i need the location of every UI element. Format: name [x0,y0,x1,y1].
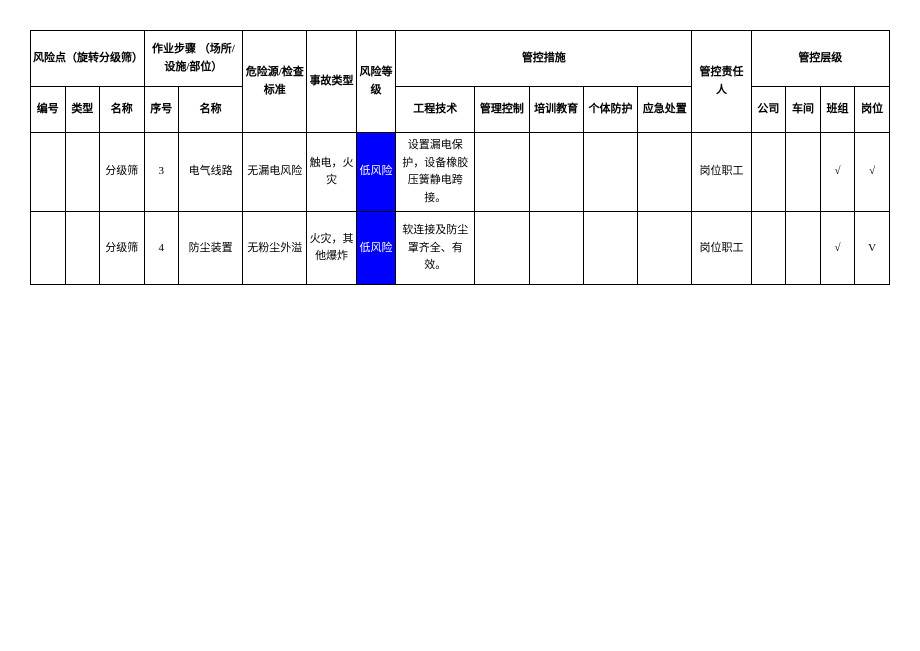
cell-team: √ [820,133,855,212]
cell-emerg [638,133,692,212]
header-risk-level: 风险等级 [356,31,395,133]
cell-eng: 设置漏电保护，设备橡胶压簧静电跨接。 [396,133,475,212]
cell-post: √ [855,133,890,212]
cell-ppe [583,133,637,212]
cell-step-name: 防尘装置 [179,212,243,285]
header-hazard: 危险源/检查标准 [243,31,307,133]
header-person: 管控责任人 [692,31,751,133]
cell-eng: 软连接及防尘罩齐全、有效。 [396,212,475,285]
header-accident: 事故类型 [307,31,356,133]
cell-post: V [855,212,890,285]
cell-team: √ [820,212,855,285]
cell-mgmt [475,133,529,212]
cell-accident: 火灾，其他爆炸 [307,212,356,285]
header-type: 类型 [65,87,100,133]
header-no: 编号 [31,87,66,133]
cell-emerg [638,212,692,285]
cell-train [529,212,583,285]
header-company: 公司 [751,87,786,133]
header-mgmt: 管理控制 [475,87,529,133]
cell-seq: 3 [144,133,179,212]
cell-no [31,212,66,285]
table-row: 分级筛 4 防尘装置 无粉尘外溢 火灾，其他爆炸 低风险 软连接及防尘罩齐全、有… [31,212,890,285]
cell-type [65,133,100,212]
header-train: 培训教育 [529,87,583,133]
cell-accident: 触电，火灾 [307,133,356,212]
cell-risk: 低风险 [356,133,395,212]
cell-workshop [786,212,821,285]
header-emerg: 应急处置 [638,87,692,133]
table-row: 分级筛 3 电气线路 无漏电风险 触电，火灾 低风险 设置漏电保护，设备橡胶压簧… [31,133,890,212]
cell-company [751,212,786,285]
cell-no [31,133,66,212]
cell-seq: 4 [144,212,179,285]
cell-hazard: 无粉尘外溢 [243,212,307,285]
header-post: 岗位 [855,87,890,133]
cell-company [751,133,786,212]
header-name: 名称 [100,87,144,133]
cell-ppe [583,212,637,285]
cell-risk: 低风险 [356,212,395,285]
header-step-name: 名称 [179,87,243,133]
cell-step-name: 电气线路 [179,133,243,212]
cell-mgmt [475,212,529,285]
header-seq: 序号 [144,87,179,133]
header-ppe: 个体防护 [583,87,637,133]
header-workshop: 车间 [786,87,821,133]
cell-person: 岗位职工 [692,212,751,285]
cell-train [529,133,583,212]
header-work-step: 作业步骤 （场所/设施/部位） [144,31,243,87]
cell-type [65,212,100,285]
header-risk-point: 风险点（旋转分级筛） [31,31,145,87]
table-body: 分级筛 3 电气线路 无漏电风险 触电，火灾 低风险 设置漏电保护，设备橡胶压簧… [31,133,890,285]
cell-workshop [786,133,821,212]
header-measures: 管控措施 [396,31,692,87]
cell-name: 分级筛 [100,212,144,285]
risk-assessment-table: 风险点（旋转分级筛） 作业步骤 （场所/设施/部位） 危险源/检查标准 事故类型… [30,30,890,285]
cell-hazard: 无漏电风险 [243,133,307,212]
cell-person: 岗位职工 [692,133,751,212]
header-level: 管控层级 [751,31,889,87]
cell-name: 分级筛 [100,133,144,212]
header-team: 班组 [820,87,855,133]
header-eng: 工程技术 [396,87,475,133]
